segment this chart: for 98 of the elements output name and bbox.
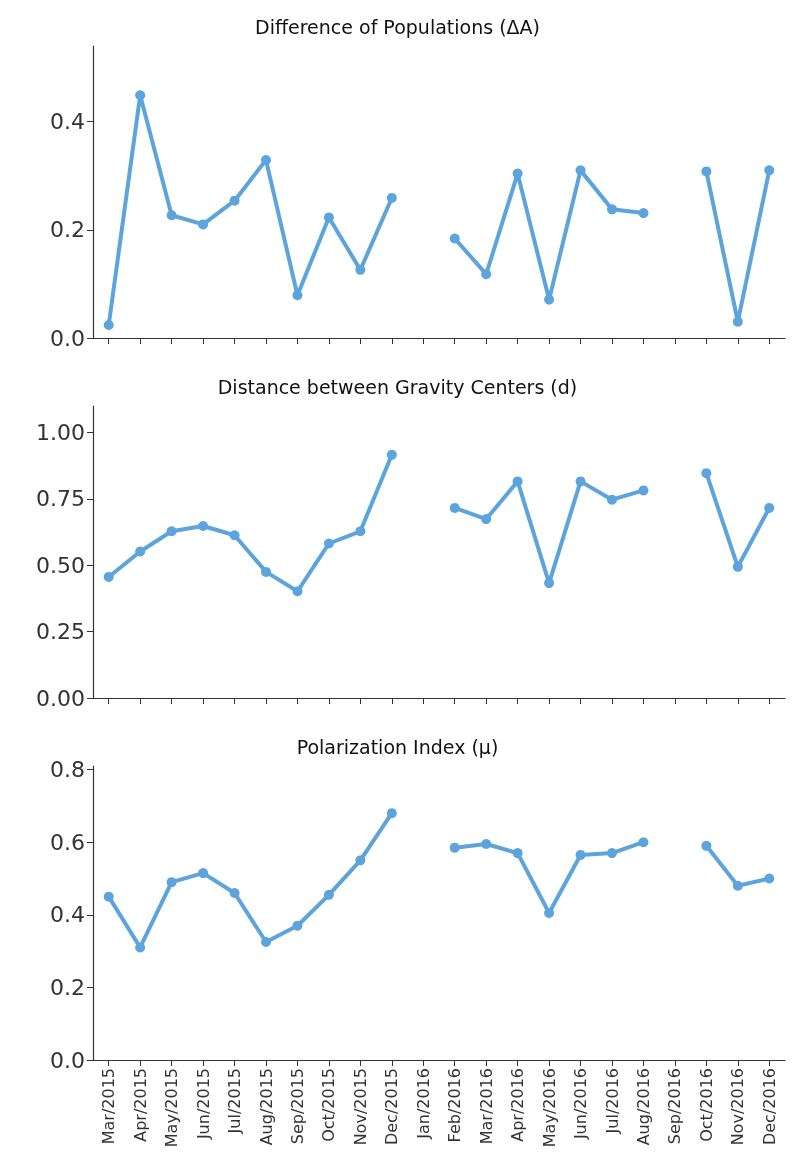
point bbox=[166, 877, 177, 888]
x-tick-label: Jun/2015 bbox=[193, 1068, 213, 1141]
point bbox=[544, 578, 555, 589]
point bbox=[198, 219, 209, 230]
point bbox=[449, 233, 460, 244]
x-tick-label: Nov/2015 bbox=[350, 1068, 370, 1146]
point bbox=[575, 849, 586, 860]
point bbox=[229, 195, 240, 206]
point bbox=[292, 920, 303, 931]
y-tick-label: 0.4 bbox=[50, 109, 85, 135]
x-tick-label: May/2016 bbox=[539, 1068, 559, 1148]
point bbox=[355, 526, 366, 537]
point bbox=[512, 476, 523, 487]
point bbox=[764, 502, 775, 513]
point bbox=[323, 889, 334, 900]
y-tick-label: 0.0 bbox=[50, 325, 85, 351]
chart-title: Distance between Gravity Centers (d) bbox=[217, 375, 578, 398]
point bbox=[764, 873, 775, 884]
point bbox=[292, 586, 303, 597]
point bbox=[638, 485, 649, 496]
x-tick-label: Oct/2015 bbox=[319, 1068, 339, 1142]
point bbox=[732, 880, 743, 891]
point bbox=[481, 269, 492, 280]
point bbox=[103, 571, 114, 582]
point bbox=[135, 90, 146, 101]
point bbox=[575, 476, 586, 487]
y-tick-label: 0.4 bbox=[50, 902, 85, 928]
point bbox=[198, 868, 209, 879]
point bbox=[386, 192, 397, 203]
x-tick-label: Apr/2015 bbox=[130, 1068, 150, 1142]
point bbox=[732, 561, 743, 572]
y-tick-label: 0.50 bbox=[36, 552, 85, 578]
x-tick-label: Aug/2016 bbox=[633, 1068, 653, 1146]
chart-title: Polarization Index (μ) bbox=[296, 735, 499, 758]
point bbox=[607, 848, 617, 859]
x-tick-label: Aug/2015 bbox=[256, 1068, 276, 1146]
chart-title: Difference of Populations (ΔA) bbox=[255, 15, 540, 38]
point bbox=[544, 908, 555, 918]
point bbox=[229, 530, 240, 541]
x-tick-label: Feb/2016 bbox=[445, 1068, 465, 1143]
point bbox=[607, 204, 617, 215]
point bbox=[323, 212, 334, 223]
point bbox=[135, 546, 146, 557]
x-tick-label: Jul/2015 bbox=[225, 1068, 245, 1135]
y-tick-label: 1.00 bbox=[36, 420, 85, 446]
x-tick-label: Jun/2016 bbox=[571, 1068, 591, 1141]
point bbox=[261, 937, 271, 948]
point bbox=[261, 566, 271, 577]
y-tick-label: 0.00 bbox=[36, 685, 85, 711]
point bbox=[292, 290, 303, 301]
point bbox=[575, 165, 586, 176]
x-tick-label: Mar/2016 bbox=[476, 1068, 496, 1145]
y-tick-label: 0.8 bbox=[50, 757, 85, 783]
x-tick-label: Mar/2015 bbox=[99, 1068, 119, 1145]
y-tick-label: 0.0 bbox=[50, 1047, 85, 1073]
point bbox=[544, 294, 555, 305]
x-tick-label: Oct/2016 bbox=[696, 1068, 716, 1142]
y-tick-label: 0.25 bbox=[36, 619, 85, 645]
point bbox=[103, 320, 114, 331]
point bbox=[386, 449, 397, 460]
point bbox=[261, 155, 271, 166]
point bbox=[764, 165, 775, 176]
point bbox=[638, 837, 649, 848]
point bbox=[449, 842, 460, 853]
point bbox=[512, 168, 523, 179]
point bbox=[512, 848, 523, 859]
point bbox=[355, 855, 366, 866]
y-tick-label: 0.2 bbox=[50, 217, 85, 243]
x-tick-label: Jul/2016 bbox=[602, 1068, 622, 1135]
point bbox=[701, 840, 712, 851]
point bbox=[103, 891, 114, 902]
y-tick-label: 0.6 bbox=[50, 829, 85, 855]
x-tick-label: Dec/2015 bbox=[382, 1068, 402, 1146]
point bbox=[701, 166, 712, 177]
point bbox=[481, 839, 492, 850]
point bbox=[355, 264, 366, 275]
x-tick-label: Dec/2016 bbox=[759, 1068, 779, 1146]
point bbox=[386, 808, 397, 819]
x-tick-label: Sep/2016 bbox=[665, 1068, 685, 1145]
point bbox=[701, 468, 712, 479]
x-tick-label: Sep/2015 bbox=[287, 1068, 307, 1145]
point bbox=[323, 538, 334, 549]
x-tick-label: Nov/2016 bbox=[728, 1068, 748, 1146]
y-tick-label: 0.2 bbox=[50, 974, 85, 1000]
point bbox=[229, 888, 240, 899]
x-tick-label: Apr/2016 bbox=[508, 1068, 528, 1142]
point bbox=[732, 316, 743, 327]
point bbox=[198, 520, 209, 531]
point bbox=[166, 526, 177, 537]
point bbox=[638, 208, 649, 219]
point bbox=[166, 210, 177, 221]
point bbox=[481, 514, 492, 525]
y-tick-label: 0.75 bbox=[36, 486, 85, 512]
x-tick-label: May/2015 bbox=[162, 1068, 182, 1148]
point bbox=[607, 494, 617, 505]
x-tick-label: Jan/2016 bbox=[413, 1068, 433, 1140]
point bbox=[449, 502, 460, 513]
point bbox=[135, 942, 146, 953]
